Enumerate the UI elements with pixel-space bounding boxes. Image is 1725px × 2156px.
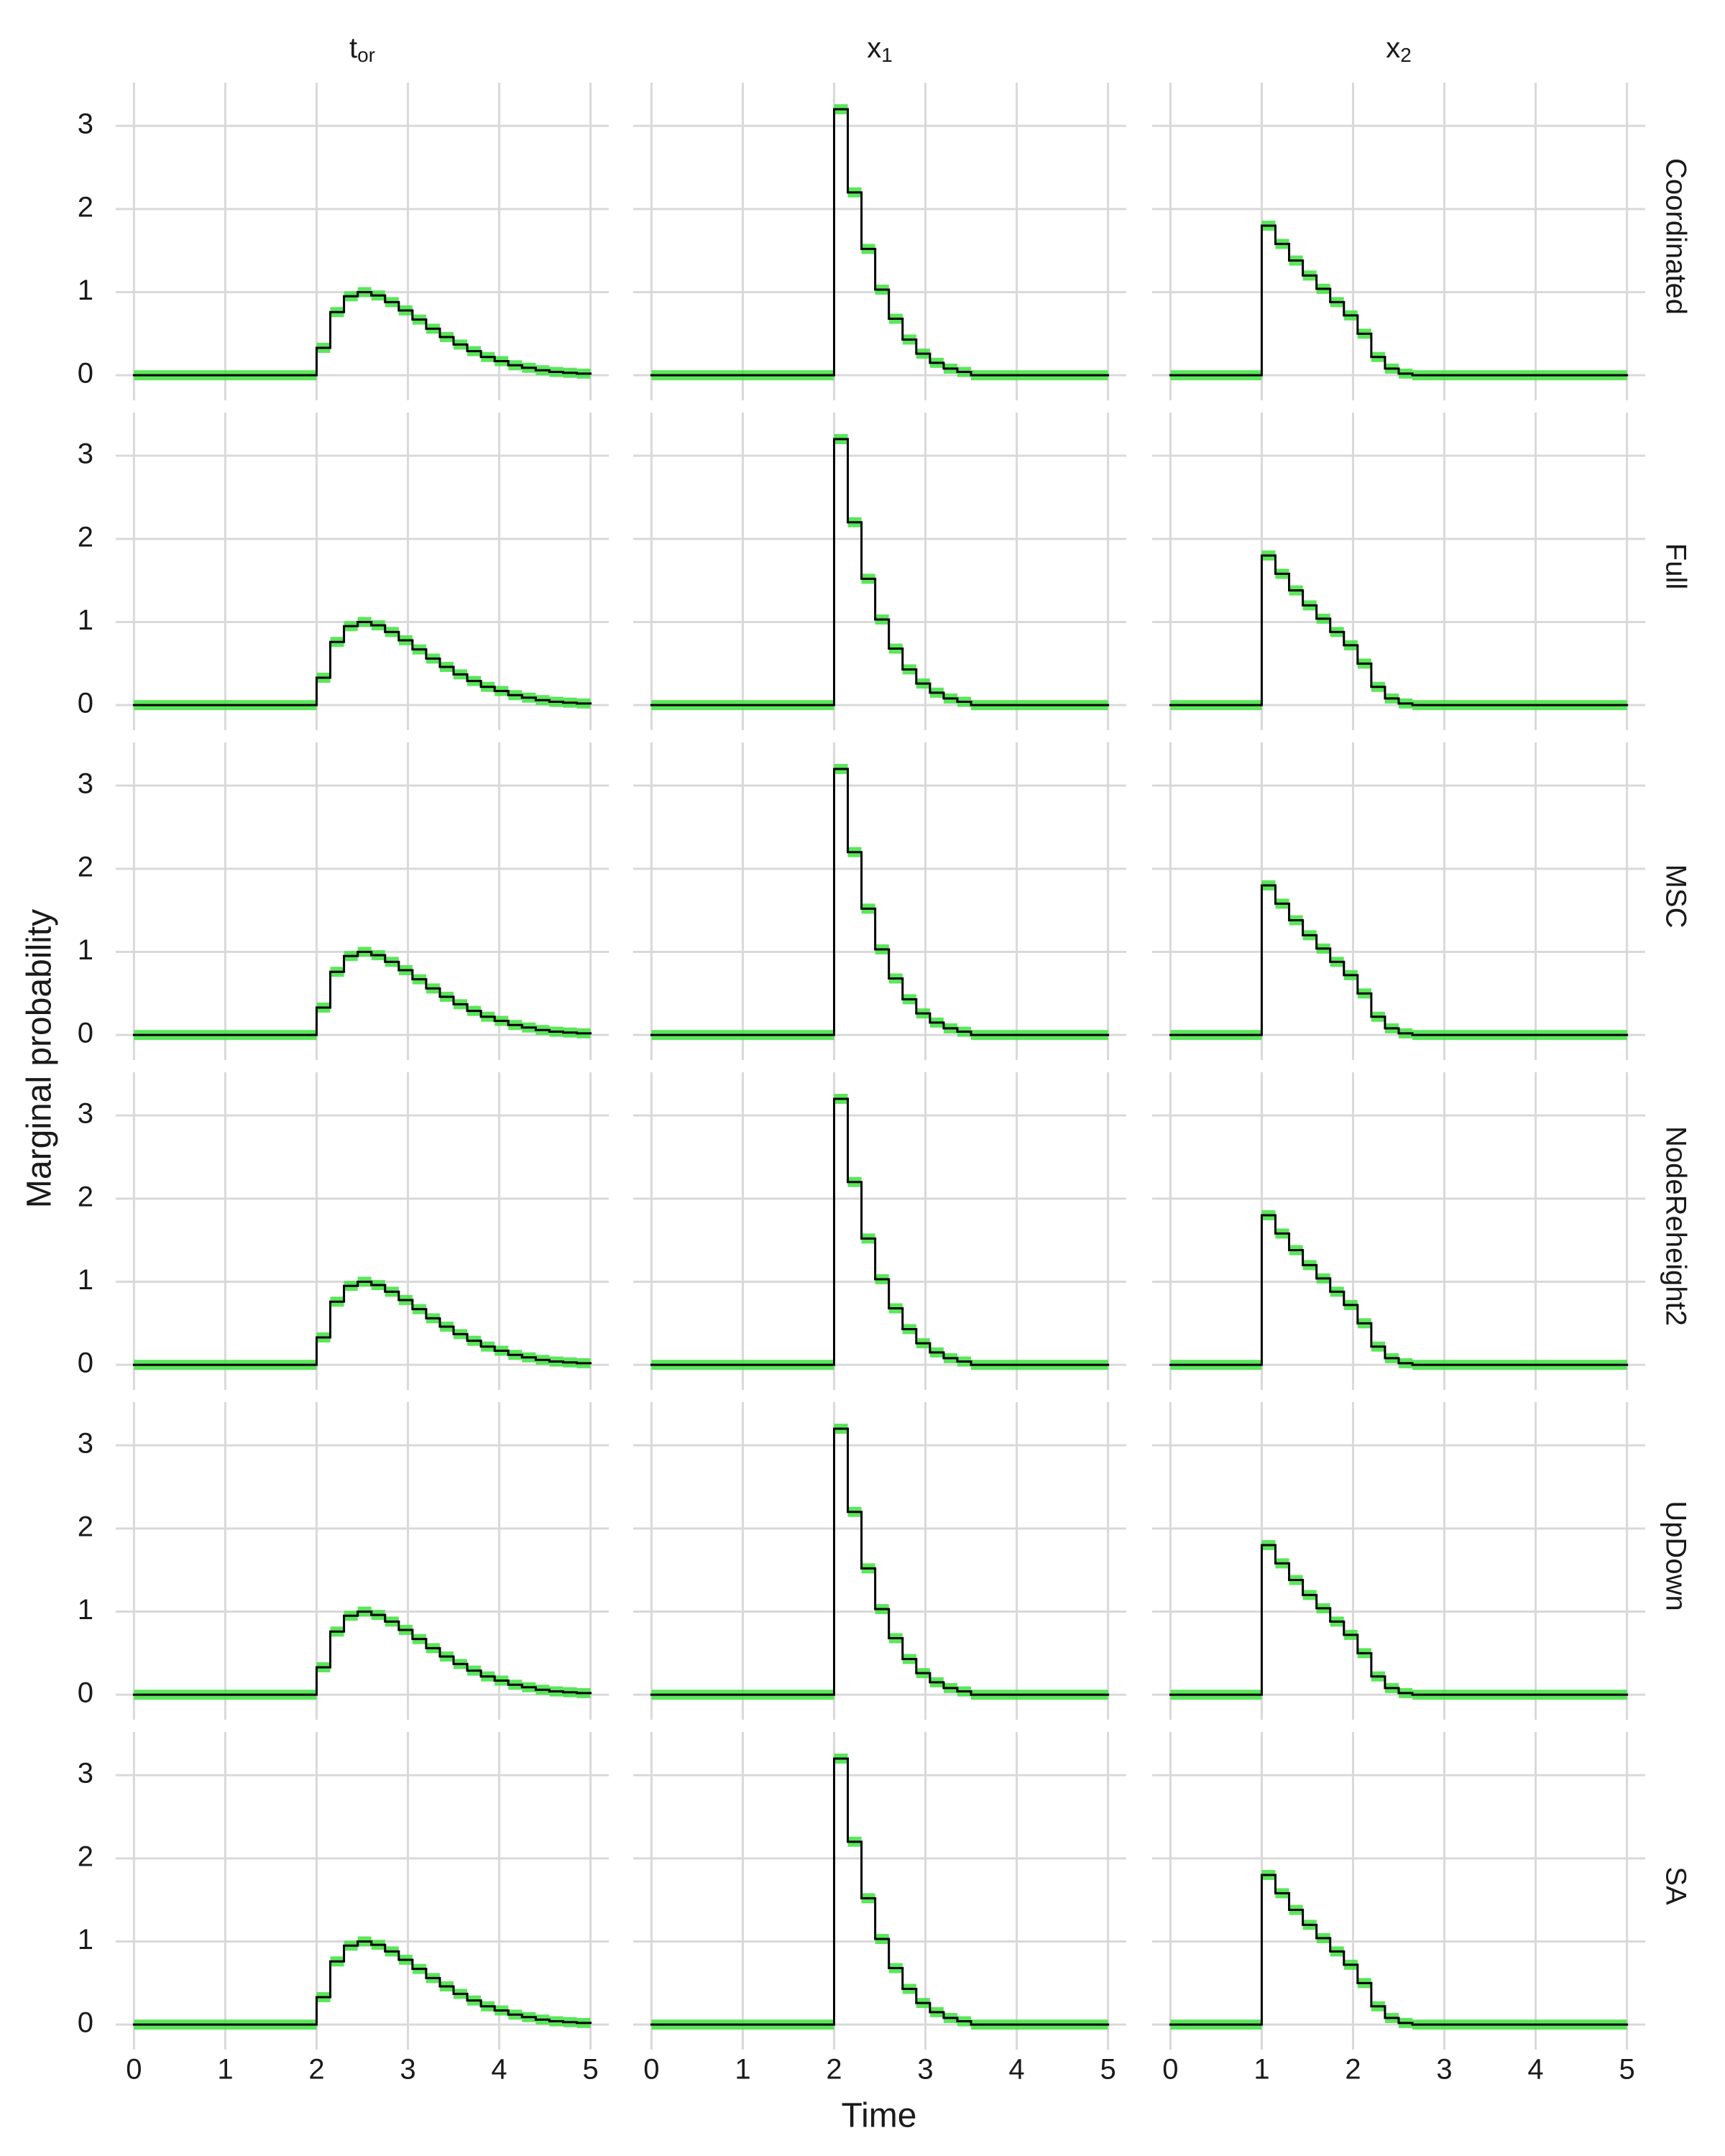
row-label: UpDown: [1660, 1501, 1691, 1611]
x-tick-label: 1: [735, 2054, 750, 2086]
column-title-main: t: [349, 32, 357, 64]
y-tick-label: 0: [78, 1348, 93, 1379]
y-tick-label: 2: [78, 851, 93, 883]
x-tick-label: 4: [1527, 2054, 1543, 2086]
row-label: NodeReheight2: [1660, 1126, 1691, 1326]
y-tick-label: 3: [78, 1758, 93, 1789]
x-tick-label: 3: [400, 2054, 415, 2086]
row-label: Coordinated: [1660, 158, 1691, 315]
column-title: tor: [349, 32, 375, 67]
column-title-main: x: [867, 32, 881, 64]
y-tick-label: 0: [78, 358, 93, 390]
row-label: SA: [1660, 1866, 1691, 1905]
column-title: x2: [1386, 32, 1412, 67]
y-tick-label: 0: [78, 1018, 93, 1049]
x-tick-label: 3: [917, 2054, 933, 2086]
y-tick-label: 2: [78, 1181, 93, 1212]
y-tick-label: 2: [78, 521, 93, 553]
y-tick-label: 1: [78, 275, 93, 306]
y-tick-label: 3: [78, 1428, 93, 1460]
x-tick-label: 4: [1008, 2054, 1024, 2086]
column-title-main: x: [1386, 32, 1400, 64]
x-tick-label: 3: [1436, 2054, 1452, 2086]
y-tick-label: 1: [78, 1594, 93, 1626]
y-tick-label: 3: [78, 438, 93, 470]
column-title-subscript: 2: [1400, 44, 1412, 66]
x-axis-label: Time: [842, 2097, 917, 2135]
y-tick-label: 3: [78, 1098, 93, 1130]
x-tick-label: 2: [826, 2054, 842, 2086]
row-label: MSC: [1660, 865, 1691, 929]
y-tick-label: 3: [78, 109, 93, 140]
column-title-subscript: or: [357, 44, 375, 66]
x-tick-label: 2: [308, 2054, 324, 2086]
x-tick-label: 0: [643, 2054, 659, 2086]
y-tick-label: 1: [78, 934, 93, 966]
y-tick-label: 1: [78, 1264, 93, 1296]
y-tick-label: 0: [78, 2007, 93, 2039]
x-tick-label: 4: [491, 2054, 507, 2086]
x-tick-label: 5: [1100, 2054, 1116, 2086]
column-title-subscript: 1: [881, 44, 893, 66]
y-tick-label: 3: [78, 768, 93, 800]
y-axis-label: Marginal probability: [21, 909, 59, 1208]
y-tick-label: 2: [78, 1511, 93, 1542]
x-tick-label: 2: [1345, 2054, 1361, 2086]
column-title: x1: [867, 32, 893, 67]
y-tick-label: 1: [78, 604, 93, 636]
y-tick-label: 1: [78, 1924, 93, 1955]
x-tick-label: 1: [1254, 2054, 1269, 2086]
y-tick-label: 0: [78, 1677, 93, 1709]
row-label: Full: [1660, 543, 1691, 589]
x-tick-label: 5: [1619, 2054, 1634, 2086]
x-tick-label: 1: [217, 2054, 233, 2086]
x-tick-label: 0: [126, 2054, 142, 2086]
x-tick-label: 0: [1162, 2054, 1178, 2086]
y-tick-label: 0: [78, 688, 93, 719]
x-tick-label: 5: [582, 2054, 598, 2086]
y-tick-label: 2: [78, 191, 93, 223]
y-tick-label: 2: [78, 1841, 93, 1872]
